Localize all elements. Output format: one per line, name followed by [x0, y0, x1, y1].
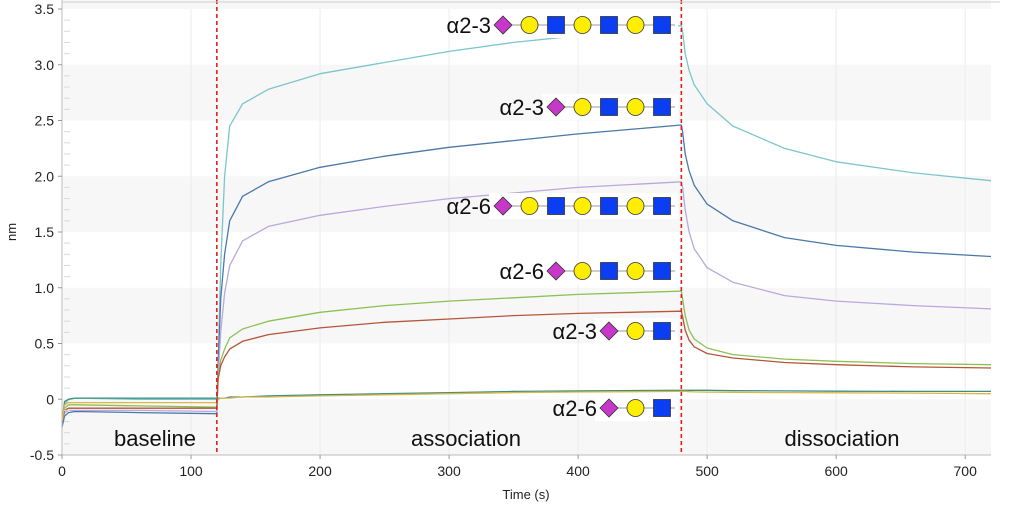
galactose-circle-icon: [626, 399, 645, 417]
glcnac-square-icon: [653, 98, 671, 116]
x-axis-title: Time (s): [502, 487, 549, 502]
glycan-annotation: α2-3: [446, 12, 678, 38]
glycan-annotation: α2-6: [446, 193, 678, 219]
x-tick-label: 700: [954, 463, 978, 479]
glcnac-square-icon: [600, 98, 618, 116]
glcnac-square-icon: [547, 197, 565, 215]
series-line-2: [61, 124, 992, 428]
sialic-acid-diamond-icon: [546, 97, 566, 117]
linkage-label: α2-6: [499, 259, 544, 284]
sialic-acid-diamond-icon: [599, 321, 619, 341]
y-axis-title: nm: [4, 223, 19, 241]
galactose-circle-icon: [520, 197, 539, 215]
galactose-circle-icon: [573, 98, 592, 116]
glcnac-square-icon: [600, 16, 618, 34]
glcnac-square-icon: [653, 262, 671, 280]
glycan-annotation: α2-6: [552, 395, 678, 421]
axes: -0.500.51.01.52.02.53.03.50 100 200 300 400 5…: [30, 0, 1000, 479]
y-tick-label: 3.5: [35, 1, 55, 17]
series-group: [61, 25, 992, 428]
background-bands: [62, 0, 991, 455]
x-tick-label: 300: [437, 463, 461, 479]
y-tick-label: 1.5: [35, 224, 55, 240]
galactose-circle-icon: [626, 262, 645, 280]
phase-boundaries: [216, 0, 683, 455]
background-band: [62, 0, 991, 9]
galactose-circle-icon: [573, 262, 592, 280]
linkage-label: α2-3: [499, 95, 544, 120]
y-tick-label: 0.5: [35, 336, 55, 352]
linkage-label: α2-6: [552, 396, 597, 421]
phase-label-dissociation: dissociation: [785, 426, 900, 451]
y-tick-label: 2.5: [35, 113, 55, 129]
y-tick-label: -0.5: [30, 447, 54, 463]
phase-labels: baseline association dissociation: [114, 426, 899, 451]
glcnac-square-icon: [600, 197, 618, 215]
galactose-circle-icon: [626, 16, 645, 34]
x-tick-label: 600: [824, 463, 848, 479]
phase-label-association: association: [411, 426, 521, 451]
galactose-circle-icon: [626, 322, 645, 340]
series-line-7: [61, 390, 992, 422]
glcnac-square-icon: [547, 16, 565, 34]
galactose-circle-icon: [573, 197, 592, 215]
glcnac-square-icon: [653, 322, 671, 340]
series-line-5: [61, 310, 992, 422]
galactose-circle-icon: [626, 98, 645, 116]
x-tick-label: 500: [695, 463, 719, 479]
phase-label-baseline: baseline: [114, 426, 196, 451]
y-tick-label: 2.0: [35, 168, 55, 184]
glcnac-square-icon: [653, 16, 671, 34]
sialic-acid-diamond-icon: [493, 196, 513, 216]
series-line-3: [61, 181, 992, 422]
linkage-label: α2-3: [552, 319, 597, 344]
glycan-annotations: α2-3 α2-3 α2-6 α2-6 α2-3 α2-6: [446, 12, 678, 421]
series-line-1: [61, 25, 992, 428]
glycan-annotation: α2-3: [552, 318, 678, 344]
sialic-acid-diamond-icon: [599, 398, 619, 418]
y-tick-label: 1.0: [35, 280, 55, 296]
x-tick-label: 200: [308, 463, 332, 479]
linkage-label: α2-6: [446, 194, 491, 219]
linkage-label: α2-3: [446, 13, 491, 38]
series-line-6: [61, 389, 991, 422]
x-tick-label: 400: [566, 463, 590, 479]
glcnac-square-icon: [600, 262, 618, 280]
sialic-acid-diamond-icon: [546, 261, 566, 281]
glycan-annotation: α2-3: [499, 94, 678, 120]
y-tick-label: 3.0: [35, 57, 55, 73]
sialic-acid-diamond-icon: [493, 15, 513, 35]
glycan-annotation: α2-6: [499, 258, 678, 284]
galactose-circle-icon: [626, 197, 645, 215]
x-tick-label: 100: [179, 463, 203, 479]
x-tick-label: 0: [58, 463, 66, 479]
glcnac-square-icon: [653, 399, 671, 417]
series-line-4: [61, 290, 992, 422]
glcnac-square-icon: [653, 197, 671, 215]
galactose-circle-icon: [573, 16, 592, 34]
y-tick-label: 0: [46, 391, 54, 407]
galactose-circle-icon: [520, 16, 539, 34]
